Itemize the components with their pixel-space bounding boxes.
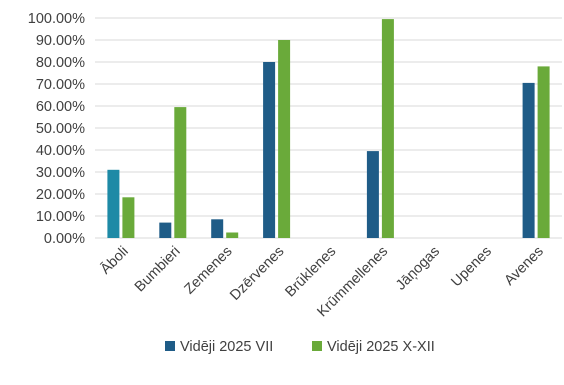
x-category-label: Dzērvenes: [227, 244, 287, 304]
legend-label-series-2: Vidēji 2025 X-XII: [327, 339, 435, 355]
bar-Āboli-series-2: [122, 197, 135, 238]
bar-Āboli-series-1: [107, 169, 120, 238]
bar-Avenes-series-1: [522, 82, 535, 239]
bars: [107, 19, 550, 239]
y-tick-label: 50.00%: [36, 121, 85, 137]
legend: Vidēji 2025 VII Vidēji 2025 X-XII: [165, 339, 435, 355]
y-tick-label: 20.00%: [36, 187, 85, 203]
y-tick-label: 30.00%: [36, 165, 85, 181]
bar-Dzērvenes-series-2: [278, 40, 291, 238]
bar-Krūmmellenes-series-2: [381, 19, 394, 238]
y-tick-label: 70.00%: [36, 77, 85, 93]
y-tick-label: 60.00%: [36, 99, 85, 115]
x-category-label: Zemenes: [181, 244, 235, 298]
bar-Zemenes-series-1: [211, 219, 224, 238]
bar-Krūmmellenes-series-1: [366, 151, 379, 238]
gridlines: [95, 17, 562, 239]
y-tick-label: 10.00%: [36, 209, 85, 225]
legend-swatch-series-2: [312, 341, 322, 351]
x-axis-category-labels: Āboli BumbieriZemenesDzērvenesBrūklenesKr…: [98, 244, 547, 321]
y-tick-label: 0.00%: [44, 231, 85, 247]
x-category-label: Upenes: [448, 244, 495, 291]
x-category-label: Jāņogas: [393, 244, 443, 294]
bar-Zemenes-series-2: [226, 232, 239, 238]
legend-swatch-series-1: [165, 341, 175, 351]
y-tick-label: 90.00%: [36, 33, 85, 49]
x-category-label: Āboli: [98, 244, 132, 278]
x-category-label: Avenes: [502, 244, 547, 289]
y-tick-label: 100.00%: [28, 11, 85, 27]
bar-Dzērvenes-series-1: [263, 62, 276, 238]
legend-label-series-1: Vidēji 2025 VII: [180, 339, 273, 355]
bar-Bumbieri-series-2: [174, 107, 187, 238]
y-tick-label: 40.00%: [36, 143, 85, 159]
x-category-label: Bumbieri: [132, 244, 184, 296]
bar-Bumbieri-series-1: [159, 222, 172, 238]
y-tick-label: 80.00%: [36, 55, 85, 71]
bar-Avenes-series-2: [537, 66, 550, 239]
y-axis-tick-labels: 0.00% 10.00% 20.00% 30.00% 40.00% 50.00% 60.00…: [28, 11, 85, 247]
